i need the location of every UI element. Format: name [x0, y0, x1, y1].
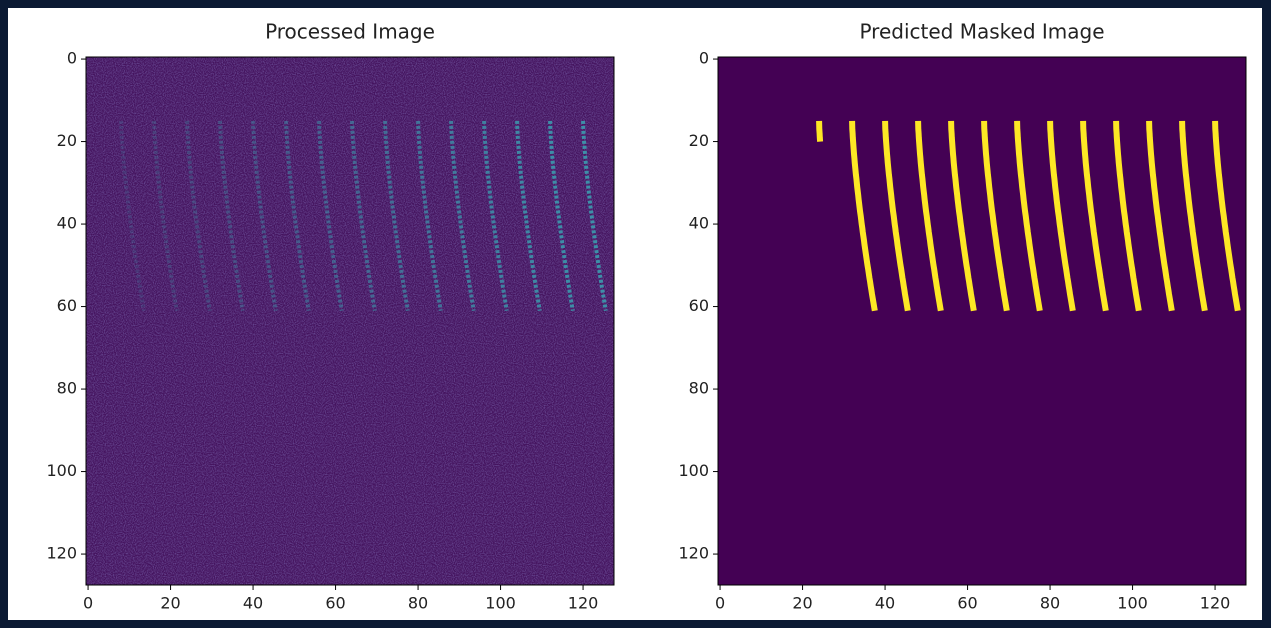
streak	[1080, 120, 1109, 312]
streak	[218, 120, 245, 312]
axes-frame	[85, 56, 615, 586]
streak	[251, 120, 278, 312]
x-tick-label: 0	[83, 594, 93, 613]
x-tick-label: 0	[715, 594, 725, 613]
streak	[1212, 120, 1241, 312]
y-tick-label: 40	[57, 214, 77, 233]
y-tick-label: 80	[689, 379, 709, 398]
x-tick-label: 120	[568, 594, 599, 613]
image-background	[718, 57, 1246, 585]
streak	[882, 120, 911, 312]
streak	[915, 120, 944, 312]
y-tick-label: 0	[699, 49, 709, 68]
x-tick-label: 40	[243, 594, 263, 613]
streak	[581, 120, 608, 312]
streak	[816, 120, 824, 142]
streak	[1047, 120, 1076, 312]
x-tick-label: 80	[408, 594, 428, 613]
x-tick-label: 40	[875, 594, 895, 613]
streak	[416, 120, 443, 312]
y-tick-label: 0	[67, 49, 77, 68]
streak	[1014, 120, 1043, 312]
chart-title: Predicted Masked Image	[859, 20, 1104, 44]
streak	[317, 120, 344, 312]
chart-title: Processed Image	[265, 20, 435, 44]
x-tick-label: 60	[325, 594, 345, 613]
streak	[548, 120, 575, 312]
streak	[1113, 120, 1142, 312]
y-tick-label: 120	[678, 544, 709, 563]
streak	[482, 120, 509, 312]
streak	[185, 120, 212, 312]
x-tick-label: 20	[792, 594, 812, 613]
y-tick-label: 100	[678, 461, 709, 480]
streak	[449, 120, 476, 312]
y-tick-label: 40	[689, 214, 709, 233]
streak	[350, 120, 377, 312]
y-tick-label: 80	[57, 379, 77, 398]
y-tick-label: 100	[46, 461, 77, 480]
y-tick-label: 60	[57, 296, 77, 315]
streak	[515, 120, 542, 312]
streak	[1146, 120, 1175, 312]
image-noise	[86, 57, 614, 585]
y-tick-label: 120	[46, 544, 77, 563]
x-tick-label: 120	[1200, 594, 1231, 613]
x-tick-label: 100	[485, 594, 516, 613]
streak	[284, 120, 311, 312]
streak	[948, 120, 977, 312]
y-tick-label: 20	[57, 131, 77, 150]
streak	[152, 120, 179, 312]
streak	[849, 120, 878, 312]
axes-frame	[717, 56, 1247, 586]
streak	[119, 120, 146, 312]
x-tick-label: 100	[1117, 594, 1148, 613]
y-tick-label: 20	[689, 131, 709, 150]
streak	[383, 120, 410, 312]
streak	[981, 120, 1010, 312]
x-tick-label: 80	[1040, 594, 1060, 613]
x-tick-label: 60	[957, 594, 977, 613]
x-tick-label: 20	[160, 594, 180, 613]
y-tick-label: 60	[689, 296, 709, 315]
streak	[1179, 120, 1208, 312]
